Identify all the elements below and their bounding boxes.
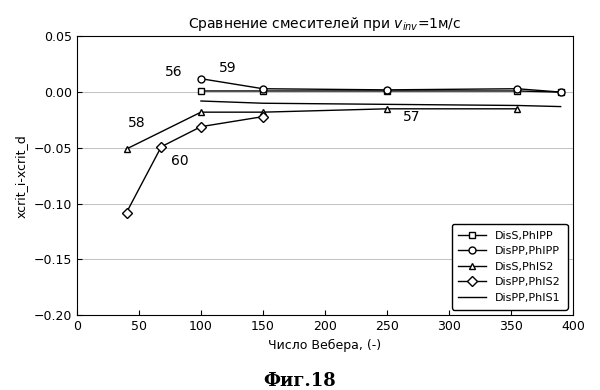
DisPP,PhIPP bbox=[514, 87, 521, 91]
DisPP,PhIS1 bbox=[383, 102, 391, 107]
DisS,PhIPP bbox=[383, 89, 391, 93]
DisPP,PhIS2 bbox=[197, 124, 205, 129]
DisS,PhIS2 bbox=[514, 106, 521, 111]
DisPP,PhIS1 bbox=[514, 103, 521, 108]
DisPP,PhIS1 bbox=[557, 104, 564, 109]
Text: 57: 57 bbox=[403, 110, 421, 124]
Line: DisS,PhIPP: DisS,PhIPP bbox=[197, 87, 564, 96]
Line: DisPP,PhIS2: DisPP,PhIS2 bbox=[123, 113, 266, 216]
DisS,PhIPP bbox=[259, 89, 266, 93]
Y-axis label: xcrit_i-xcrit_d: xcrit_i-xcrit_d bbox=[15, 134, 28, 218]
Legend: DisS,PhIPP, DisPP,PhIPP, DisS,PhIS2, DisPP,PhIS2, DisPP,PhIS1: DisS,PhIPP, DisPP,PhIPP, DisS,PhIS2, Dis… bbox=[452, 224, 568, 310]
DisS,PhIS2 bbox=[383, 106, 391, 111]
DisS,PhIS2 bbox=[259, 110, 266, 115]
Line: DisPP,PhIPP: DisPP,PhIPP bbox=[197, 75, 564, 96]
Line: DisS,PhIS2: DisS,PhIS2 bbox=[123, 105, 521, 152]
DisPP,PhIPP bbox=[383, 87, 391, 92]
DisS,PhIPP bbox=[197, 89, 205, 93]
Text: 58: 58 bbox=[128, 116, 145, 130]
Text: Фиг.18: Фиг.18 bbox=[263, 372, 337, 390]
DisS,PhIPP bbox=[514, 89, 521, 93]
Title: Сравнение смесителей при $v_{inv}$=1м/с: Сравнение смесителей при $v_{inv}$=1м/с bbox=[188, 15, 461, 33]
DisS,PhIS2 bbox=[197, 110, 205, 115]
DisPP,PhIS1 bbox=[197, 99, 205, 103]
DisPP,PhIS2 bbox=[123, 210, 130, 215]
DisPP,PhIS2 bbox=[259, 114, 266, 119]
DisPP,PhIS2 bbox=[158, 144, 165, 149]
DisS,PhIS2 bbox=[123, 147, 130, 151]
DisPP,PhIPP bbox=[557, 90, 564, 94]
DisS,PhIPP bbox=[557, 90, 564, 94]
Text: 56: 56 bbox=[165, 65, 182, 79]
X-axis label: Число Вебера, (-): Число Вебера, (-) bbox=[268, 339, 382, 352]
Text: 59: 59 bbox=[220, 60, 237, 74]
DisPP,PhIS1 bbox=[259, 101, 266, 106]
DisPP,PhIPP bbox=[197, 76, 205, 81]
DisPP,PhIPP bbox=[259, 87, 266, 91]
Line: DisPP,PhIS1: DisPP,PhIS1 bbox=[201, 101, 560, 106]
Text: 60: 60 bbox=[171, 154, 188, 168]
